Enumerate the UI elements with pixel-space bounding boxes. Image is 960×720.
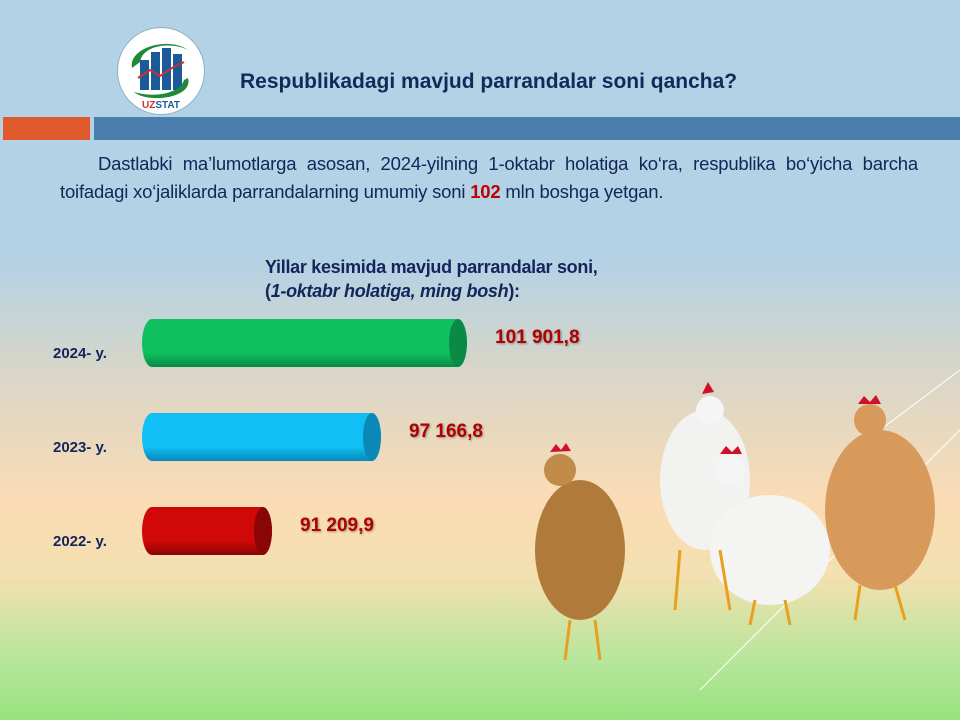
accent-bar-orange <box>3 117 90 140</box>
intro-highlight: 102 <box>470 181 501 202</box>
subtitle-close: ): <box>508 281 520 301</box>
subtitle-open: ( <box>265 281 271 301</box>
accent-bar-blue <box>94 117 960 140</box>
bar <box>142 319 467 367</box>
svg-text:UZSTAT: UZSTAT <box>142 100 180 111</box>
bar-cap <box>254 507 272 555</box>
chart-subtitle: (1-oktabr holatiga, ming bosh): <box>265 279 597 303</box>
category-label: 2024- y. <box>53 345 107 362</box>
page-title: Respublikadagi mavjud parrandalar soni q… <box>240 70 738 93</box>
value-label: 91 209,9 <box>300 515 374 536</box>
chart-title: Yillar kesimida mavjud parrandalar soni,… <box>265 255 598 303</box>
category-label: 2023- y. <box>53 439 107 456</box>
uzstat-logo: UZSTAT <box>117 27 205 115</box>
bar <box>142 413 381 461</box>
subtitle-italic: 1-oktabr holatiga, ming bosh <box>270 281 509 301</box>
intro-text: Dastlabki ma’lumotlarga asosan, 2024-yil… <box>60 153 918 202</box>
bar-cap <box>449 319 467 367</box>
value-label: 101 901,8 <box>495 327 580 348</box>
chart-title-line: Yillar kesimida mavjud parrandalar soni, <box>265 257 598 277</box>
intro-paragraph: Dastlabki ma’lumotlarga asosan, 2024-yil… <box>60 150 918 206</box>
bar-cap <box>363 413 381 461</box>
bar <box>142 507 272 555</box>
intro-text-end: mln boshga yetgan. <box>500 181 664 202</box>
category-label: 2022- y. <box>53 533 107 550</box>
value-label: 97 166,8 <box>409 421 483 442</box>
chickens-illustration <box>535 370 960 691</box>
